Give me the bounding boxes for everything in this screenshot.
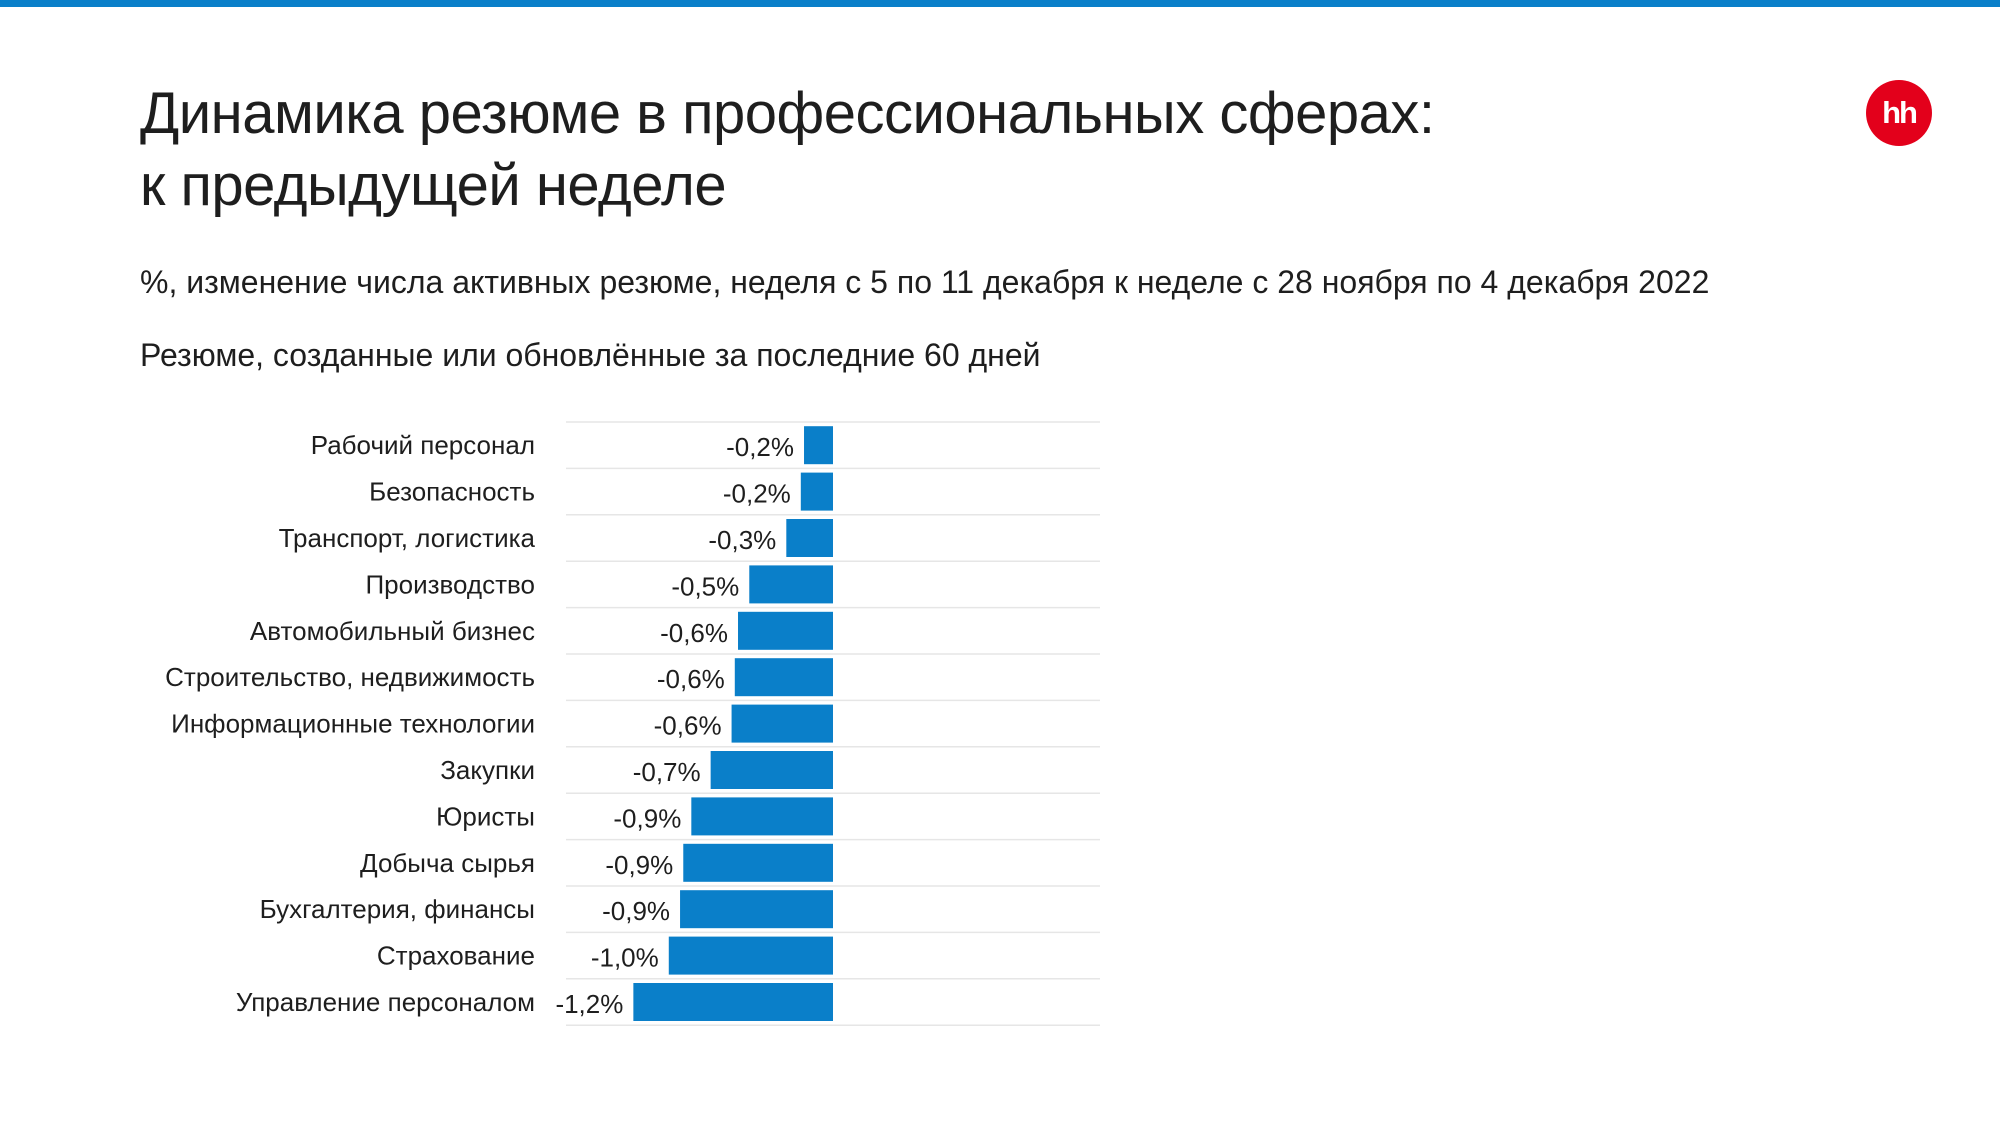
title-line-2: к предыдущей неделе bbox=[140, 153, 727, 218]
bar bbox=[710, 751, 833, 789]
value-label: -0,9% bbox=[613, 803, 681, 833]
value-label: -0,6% bbox=[660, 618, 728, 648]
bar bbox=[691, 797, 833, 836]
bar bbox=[734, 658, 833, 697]
bar bbox=[800, 472, 833, 511]
category-label: Добыча сырья bbox=[360, 848, 535, 878]
category-label: Бухгалтерия, финансы bbox=[260, 894, 535, 924]
value-label: -1,0% bbox=[591, 943, 659, 973]
category-label: Автомобильный бизнес bbox=[250, 616, 535, 646]
category-label: Рабочий персонал bbox=[311, 430, 535, 460]
bar bbox=[804, 426, 833, 465]
category-label: Производство bbox=[365, 569, 535, 599]
category-label: Управление персоналом bbox=[236, 987, 535, 1017]
page-title: Динамика резюме в профессиональных сфера… bbox=[140, 78, 1740, 222]
top-accent-bar bbox=[0, 0, 2000, 7]
hh-logo: hh bbox=[1866, 80, 1932, 146]
value-label: -0,7% bbox=[633, 757, 701, 787]
category-label: Транспорт, логистика bbox=[279, 523, 536, 553]
bar bbox=[668, 936, 833, 975]
value-label: -0,2% bbox=[726, 432, 794, 462]
chart-subtitle: %, изменение числа активных резюме, неде… bbox=[140, 264, 1710, 300]
bar bbox=[731, 704, 833, 743]
category-label: Юристы bbox=[436, 801, 535, 831]
value-label: -0,9% bbox=[605, 850, 673, 880]
bar bbox=[786, 519, 833, 557]
bar bbox=[633, 983, 833, 1021]
category-label: Информационные технологии bbox=[171, 709, 535, 739]
value-label: -0,6% bbox=[654, 711, 722, 741]
category-label: Закупки bbox=[440, 755, 535, 785]
value-label: -0,9% bbox=[602, 896, 670, 926]
bar bbox=[683, 843, 833, 882]
value-label: -0,2% bbox=[723, 479, 791, 509]
value-label: -0,6% bbox=[657, 664, 725, 694]
category-label: Страхование bbox=[377, 941, 535, 971]
bar bbox=[680, 890, 833, 929]
value-label: -1,2% bbox=[555, 989, 623, 1019]
category-label: Безопасность bbox=[369, 477, 535, 507]
value-label: -0,5% bbox=[671, 571, 739, 601]
bar bbox=[749, 565, 833, 604]
bar bbox=[738, 611, 833, 650]
hh-logo-text: hh bbox=[1882, 95, 1918, 130]
value-label: -0,3% bbox=[708, 525, 776, 555]
category-label: Строительство, недвижимость bbox=[165, 662, 535, 692]
chart-note: Резюме, созданные или обновлённые за пос… bbox=[140, 337, 1041, 373]
title-line-1: Динамика резюме в профессиональных сфера… bbox=[140, 81, 1435, 146]
